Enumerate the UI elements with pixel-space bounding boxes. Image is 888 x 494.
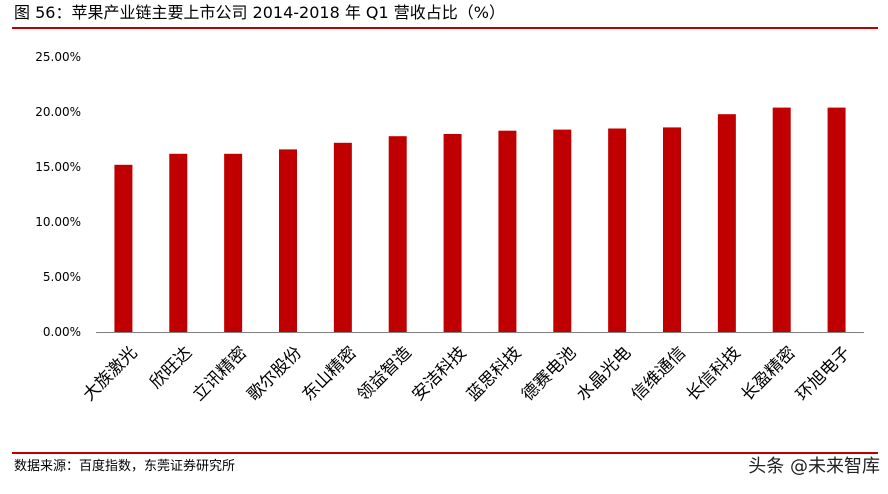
x-tick-label: 环旭电子 xyxy=(792,343,854,405)
y-tick-label: 25.00% xyxy=(35,50,81,64)
chart-title: 图 56：苹果产业链主要上市公司 2014-2018 年 Q1 营收占比（%） xyxy=(14,3,505,22)
y-tick-label: 20.00% xyxy=(35,105,81,119)
x-tick-label: 德赛电池 xyxy=(517,342,580,405)
bar xyxy=(443,134,462,332)
bar xyxy=(772,107,791,332)
y-tick-label: 5.00% xyxy=(43,270,81,284)
bar xyxy=(333,142,352,332)
bar xyxy=(827,107,846,332)
x-tick-label: 歌尔股份 xyxy=(244,343,306,405)
x-tick-label: 长盈精密 xyxy=(738,343,800,405)
bar xyxy=(169,153,188,332)
x-tick-label: 蓝思科技 xyxy=(463,343,525,405)
watermark: 头条 @未来智库 xyxy=(748,456,880,477)
bar xyxy=(279,149,297,332)
bar xyxy=(553,129,572,332)
x-tick-label: 东山精密 xyxy=(299,343,361,405)
data-source-note: 数据来源：百度指数，东莞证券研究所 xyxy=(14,459,236,474)
bar xyxy=(388,136,407,332)
x-tick-label: 长信科技 xyxy=(683,343,745,405)
bar xyxy=(224,153,243,332)
x-tick-label: 水晶光电 xyxy=(573,343,635,405)
title-rule xyxy=(12,27,878,29)
x-tick-label: 信维通信 xyxy=(628,343,690,405)
x-tick-label: 领益智造 xyxy=(354,343,416,405)
y-tick-label: 10.00% xyxy=(35,215,81,229)
bar xyxy=(663,127,681,333)
x-tick-label: 立讯精密 xyxy=(189,343,251,405)
y-tick-label: 0.00% xyxy=(43,325,81,339)
bar xyxy=(498,130,517,332)
x-tick-label: 安洁科技 xyxy=(408,343,470,405)
x-tick-label: 欣旺达 xyxy=(146,343,196,393)
bar xyxy=(114,164,133,332)
bar xyxy=(608,128,627,332)
y-tick-label: 15.00% xyxy=(35,160,81,174)
footer-rule xyxy=(12,452,878,454)
bar xyxy=(717,114,736,332)
x-tick-label: 大族激光 xyxy=(79,343,141,405)
